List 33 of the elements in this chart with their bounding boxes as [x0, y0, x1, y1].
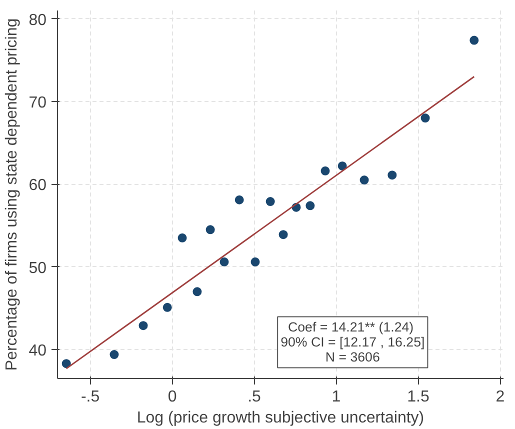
point — [278, 230, 288, 240]
x-tick-label: -.5 — [80, 388, 100, 406]
x-tick-label: 1 — [332, 388, 341, 406]
point — [306, 201, 315, 210]
point — [420, 114, 430, 122]
y-tick-label: 50 — [28, 260, 47, 277]
point — [266, 197, 275, 206]
point — [206, 225, 215, 234]
point — [220, 257, 229, 266]
y-tick-label: 70 — [28, 94, 47, 112]
y-tick-label: 80 — [28, 12, 47, 29]
point — [162, 302, 172, 312]
x-tick-label: .5 — [248, 388, 262, 406]
point — [388, 170, 397, 180]
x-tick-label: 2 — [496, 388, 505, 406]
point — [470, 36, 479, 45]
point — [234, 195, 244, 204]
x-tick-label: 1.5 — [407, 388, 430, 406]
point — [110, 350, 119, 360]
point — [250, 257, 260, 266]
point — [178, 233, 187, 242]
y-tick-label: 60 — [28, 177, 47, 194]
y-axis-title: Percentage of firms using state dependent pricing — [4, 18, 21, 371]
x-axis-title: Log (price growth subjective uncertainty) — [136, 410, 424, 426]
point — [338, 161, 347, 170]
point — [62, 359, 71, 368]
y-tick-label: 40 — [28, 342, 47, 360]
point — [138, 321, 148, 330]
point — [360, 176, 369, 185]
annotation: Coef = 14.21** (1.24) 90% CI = [12.17 , 16.25] N = 3606 — [280, 320, 425, 365]
point — [192, 287, 202, 296]
point — [320, 166, 330, 176]
x-tick-label: 0 — [168, 388, 177, 406]
